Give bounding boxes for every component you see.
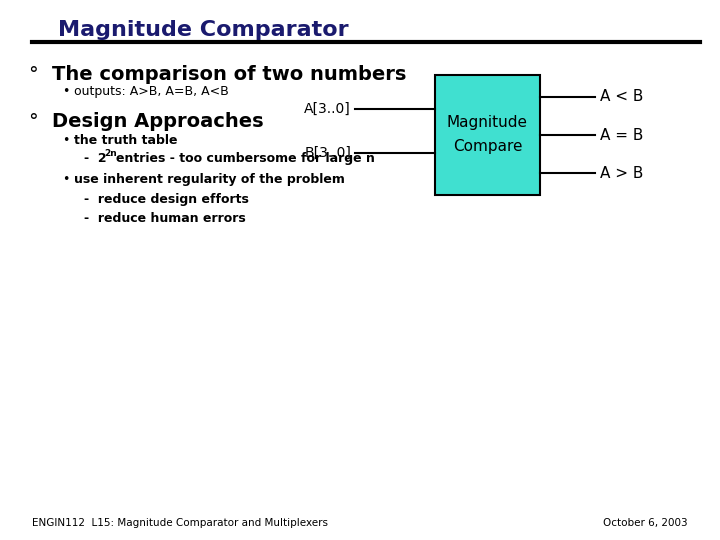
Text: •: •	[62, 173, 69, 186]
Text: the truth table: the truth table	[74, 134, 178, 147]
Text: A = B: A = B	[600, 127, 644, 143]
Text: Magnitude: Magnitude	[447, 116, 528, 131]
Text: -  reduce human errors: - reduce human errors	[84, 212, 246, 225]
Text: -  2: - 2	[84, 152, 107, 165]
Text: Compare: Compare	[453, 139, 522, 154]
Text: use inherent regularity of the problem: use inherent regularity of the problem	[74, 173, 345, 186]
Text: A < B: A < B	[600, 89, 644, 104]
Text: B[3..0]: B[3..0]	[304, 146, 351, 160]
Text: The comparison of two numbers: The comparison of two numbers	[52, 65, 406, 84]
Text: Magnitude Comparator: Magnitude Comparator	[58, 20, 348, 40]
Text: outputs: A>B, A=B, A<B: outputs: A>B, A=B, A<B	[74, 85, 229, 98]
Text: Design Approaches: Design Approaches	[52, 112, 264, 131]
Text: ENGIN112  L15: Magnitude Comparator and Multiplexers: ENGIN112 L15: Magnitude Comparator and M…	[32, 518, 328, 528]
Text: •: •	[62, 134, 69, 147]
Bar	[435, 75, 540, 195]
Text: October 6, 2003: October 6, 2003	[603, 518, 688, 528]
Text: A[3..0]: A[3..0]	[305, 102, 351, 116]
Text: A > B: A > B	[600, 166, 644, 181]
Text: 2n: 2n	[104, 149, 117, 158]
Text: •: •	[62, 85, 69, 98]
Text: entries - too cumbersome for large n: entries - too cumbersome for large n	[116, 152, 375, 165]
Text: -  reduce design efforts: - reduce design efforts	[84, 193, 249, 206]
Text: °: °	[28, 112, 37, 131]
Text: °: °	[28, 65, 37, 84]
